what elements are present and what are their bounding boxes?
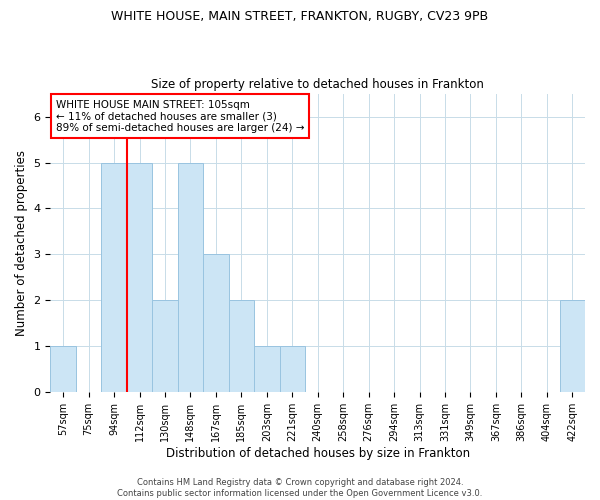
Bar: [560, 300, 585, 392]
Bar: [127, 162, 152, 392]
X-axis label: Distribution of detached houses by size in Frankton: Distribution of detached houses by size …: [166, 447, 470, 460]
Bar: [280, 346, 305, 393]
Bar: [203, 254, 229, 392]
Text: Contains HM Land Registry data © Crown copyright and database right 2024.
Contai: Contains HM Land Registry data © Crown c…: [118, 478, 482, 498]
Bar: [254, 346, 280, 393]
Bar: [178, 162, 203, 392]
Title: Size of property relative to detached houses in Frankton: Size of property relative to detached ho…: [151, 78, 484, 91]
Text: WHITE HOUSE MAIN STREET: 105sqm
← 11% of detached houses are smaller (3)
89% of : WHITE HOUSE MAIN STREET: 105sqm ← 11% of…: [56, 100, 304, 132]
Bar: [50, 346, 76, 393]
Bar: [152, 300, 178, 392]
Text: WHITE HOUSE, MAIN STREET, FRANKTON, RUGBY, CV23 9PB: WHITE HOUSE, MAIN STREET, FRANKTON, RUGB…: [112, 10, 488, 23]
Bar: [229, 300, 254, 392]
Bar: [101, 162, 127, 392]
Y-axis label: Number of detached properties: Number of detached properties: [15, 150, 28, 336]
